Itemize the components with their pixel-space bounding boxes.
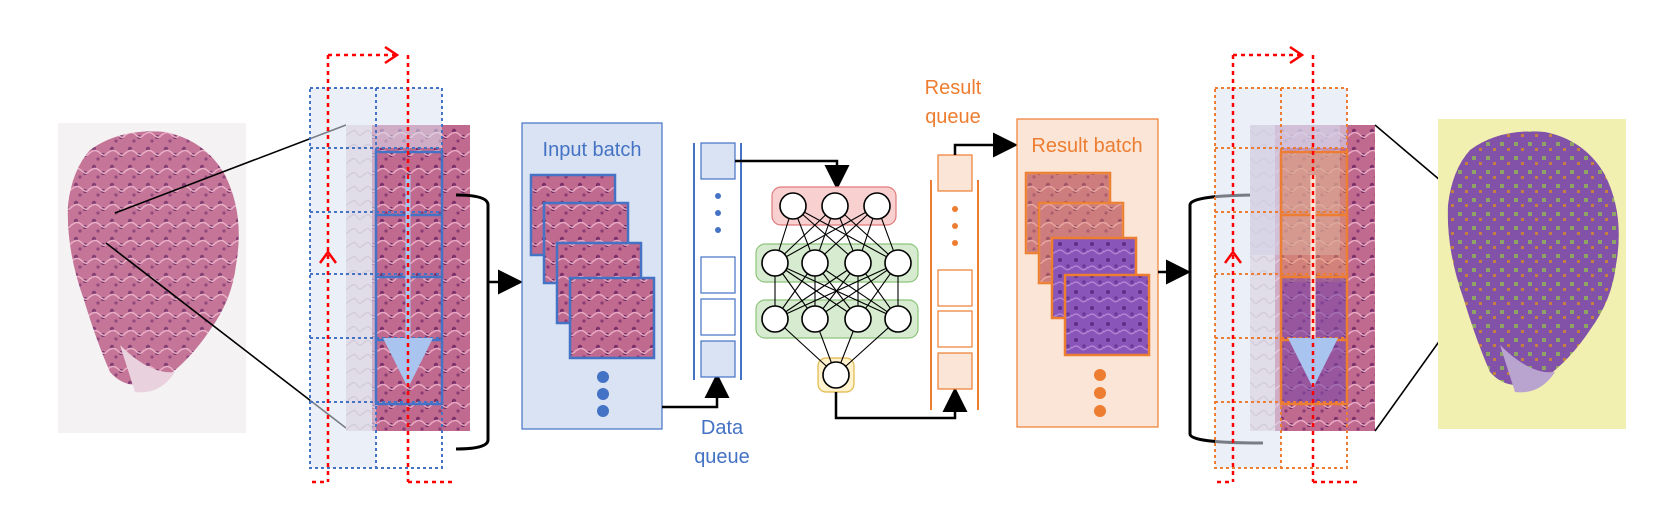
data-queue-label-line1: Data [701,417,744,439]
input-batch-label: Input batch [543,139,642,161]
neuron [761,249,789,277]
input-tile-grid [309,45,470,484]
neuron [779,192,807,220]
neuron [844,305,872,333]
arrow-to-result-queue [834,387,968,420]
neuron [821,192,849,220]
neuron [863,192,891,220]
red-scan-path [312,53,455,484]
result-queue-label-line1: Result [925,77,982,99]
output-slide-heatmap [1438,119,1626,429]
input-batch-panel: Input batch [521,122,663,430]
red-arrow-head-icon [1289,45,1305,65]
neuron [761,305,789,333]
neuron [844,249,872,277]
result-tile [1063,273,1151,357]
neuron [884,305,912,333]
red-up-arrow-icon [318,249,338,264]
zoom-line-bottom-right [1374,335,1444,432]
neuron [822,361,850,389]
arrow-to-data-queue [662,373,730,409]
arrow-to-network [735,159,850,190]
data-queue-label-line2: queue [694,446,750,468]
zoom-line-bottom-left [105,242,347,429]
ellipsis-dots [1094,369,1106,417]
result-queue: Result queue [925,77,982,410]
neuron [801,305,829,333]
batch-tile [568,276,656,360]
data-queue: Data queue [693,142,750,468]
bracket-left [455,193,490,451]
output-tile-grid [1214,45,1375,484]
neural-network [755,186,919,393]
red-up-arrow-icon [1223,249,1243,264]
red-arrow-head-icon [384,45,400,65]
result-batch-panel: Result batch [1016,118,1159,428]
neuron [801,249,829,277]
result-batch-label: Result batch [1031,135,1142,157]
red-scan-path [1217,53,1360,484]
ellipsis-dots [597,371,609,417]
arrow-to-result-batch [953,132,1018,158]
zoom-line-top-left [114,124,347,214]
neuron [884,249,912,277]
result-queue-label-line2: queue [925,106,981,128]
